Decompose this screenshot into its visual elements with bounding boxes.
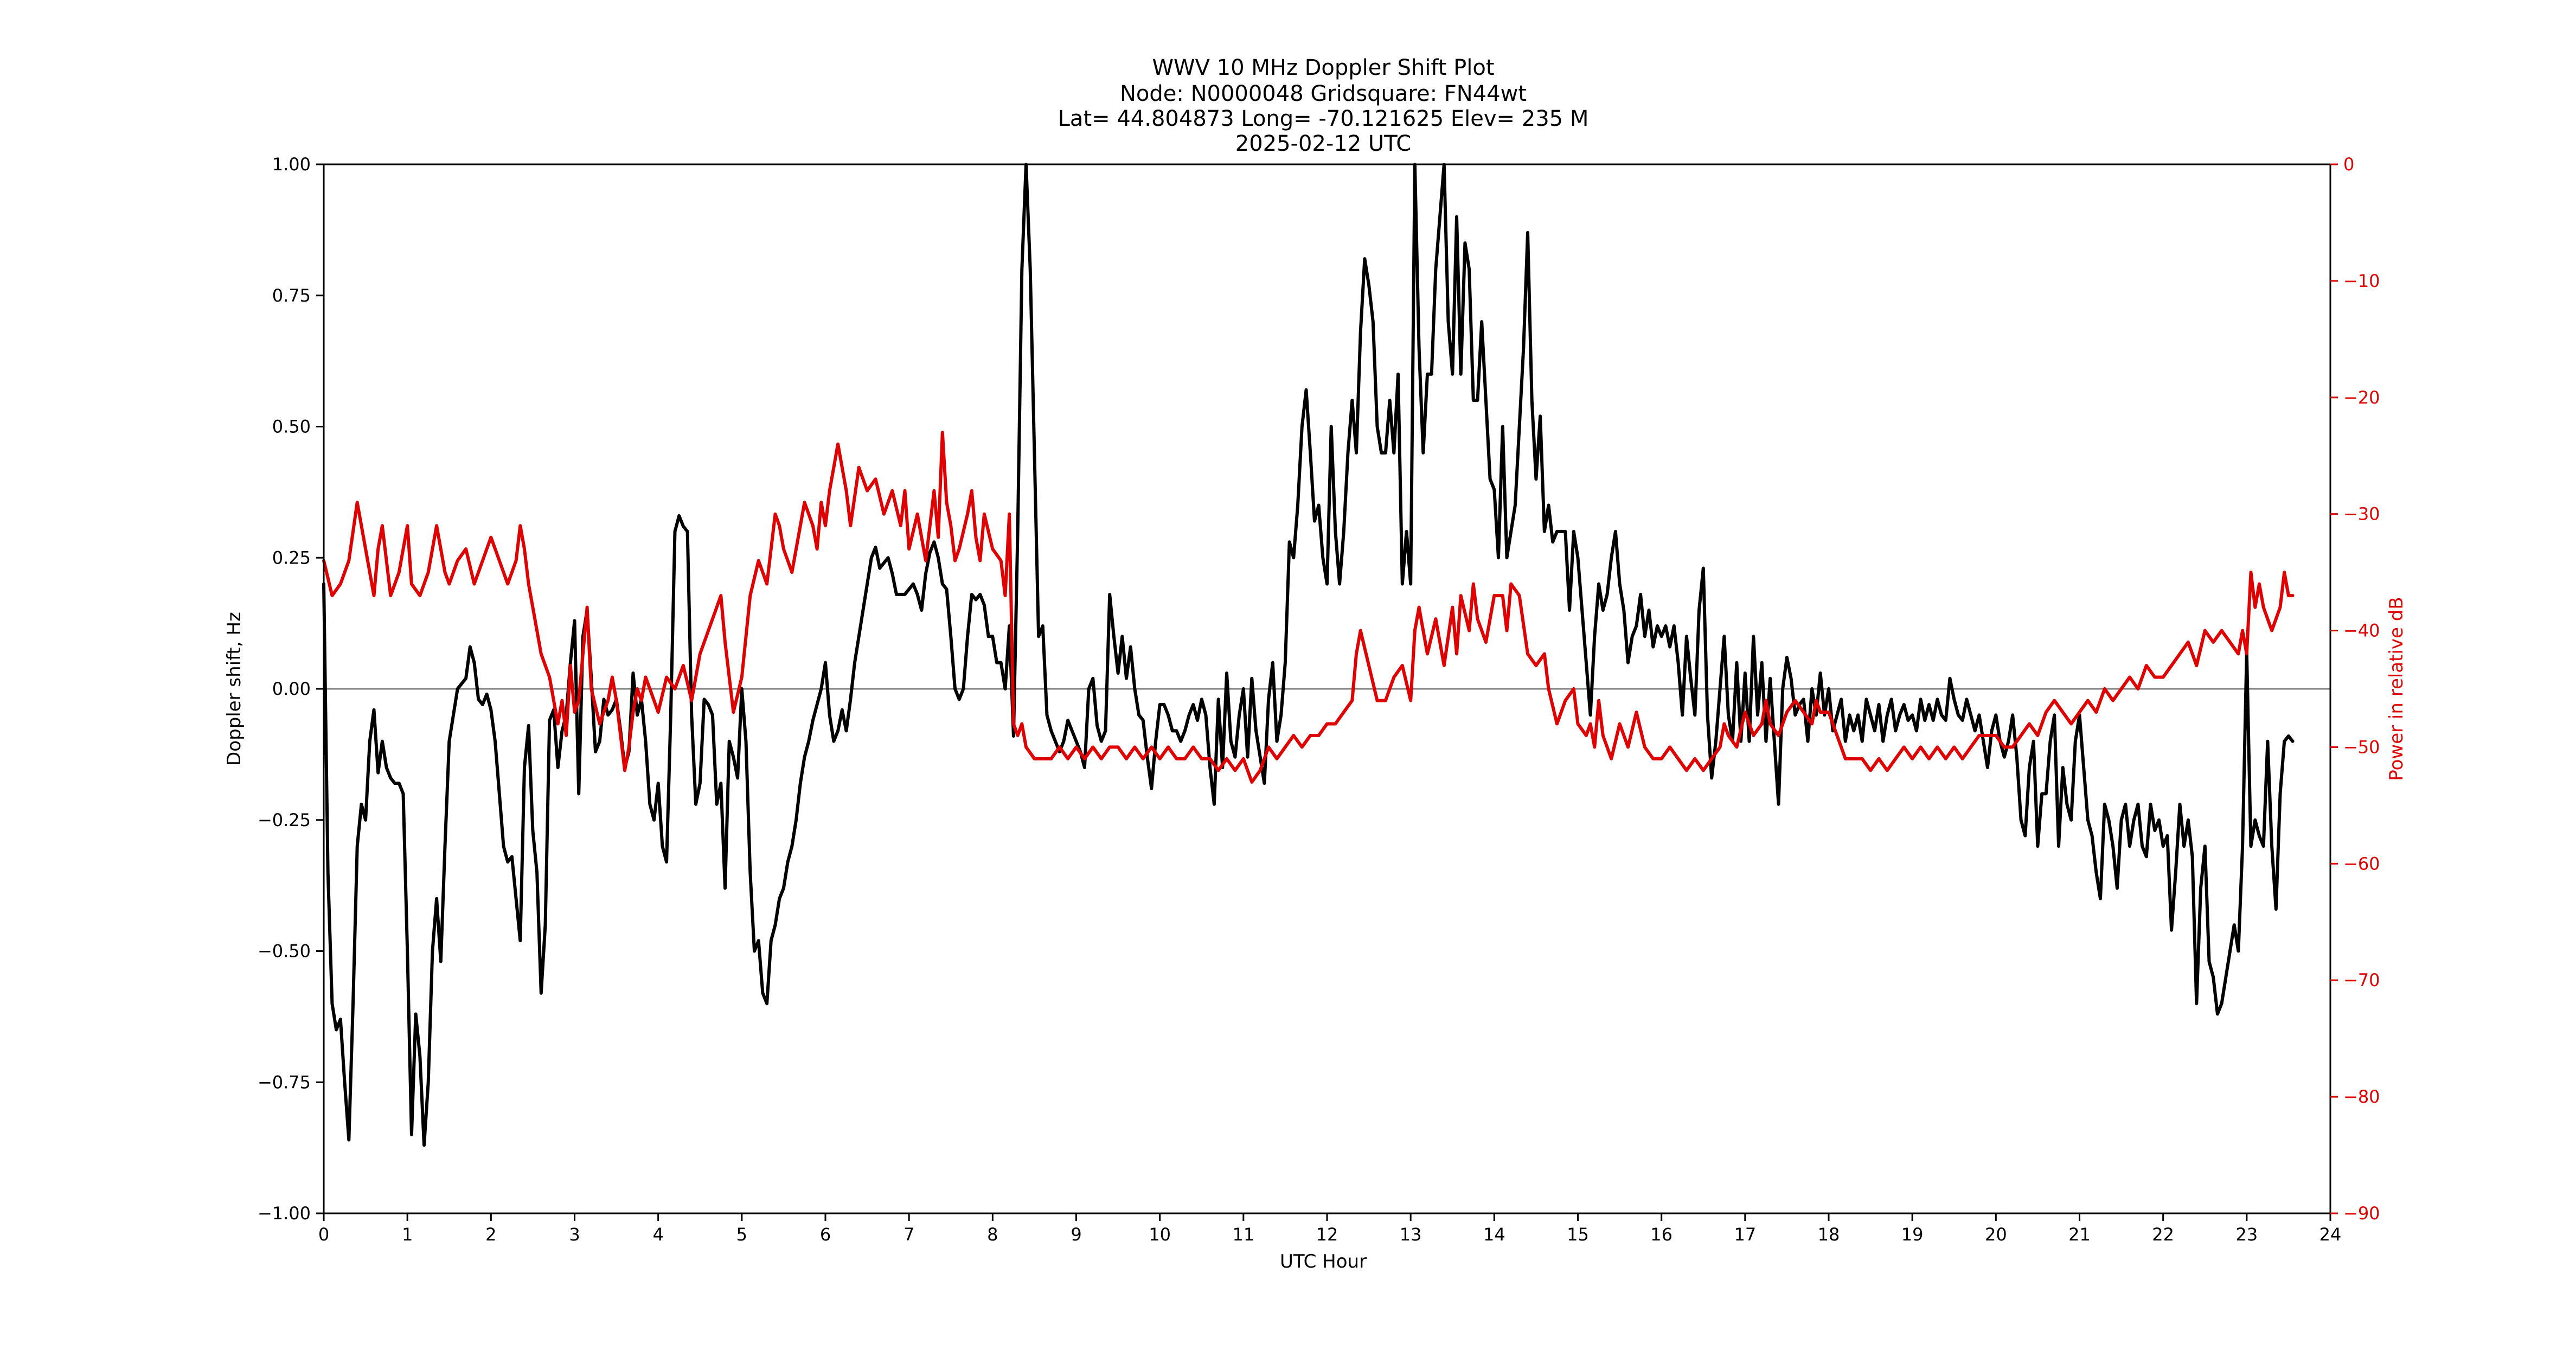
x-tick-label: 19	[1901, 1224, 1924, 1245]
right-y-tick-label: −90	[2343, 1203, 2380, 1224]
power-series-line	[322, 431, 2295, 784]
x-tick-label: 13	[1400, 1224, 1422, 1245]
x-tick-label: 23	[2235, 1224, 2258, 1245]
x-tick-label: 0	[318, 1224, 329, 1245]
left-y-tick-label: 0.00	[272, 679, 311, 699]
right-y-tick-label: −50	[2343, 737, 2380, 757]
right-y-tick-label: −60	[2343, 853, 2380, 874]
title-line-1: WWV 10 MHz Doppler Shift Plot	[1152, 55, 1494, 80]
title-line-4: 2025-02-12 UTC	[1235, 131, 1411, 156]
doppler-series-line	[322, 163, 2295, 1147]
right-y-tick-label: −10	[2343, 271, 2380, 291]
right-y-tick-label: −70	[2343, 970, 2380, 990]
x-tick-label: 4	[652, 1224, 663, 1245]
x-tick-label: 9	[1071, 1224, 1081, 1245]
left-y-tick-label: −1.00	[258, 1203, 311, 1224]
x-tick-label: 8	[987, 1224, 998, 1245]
x-tick-label: 10	[1149, 1224, 1171, 1245]
x-axis-label: UTC Hour	[1280, 1251, 1367, 1272]
right-y-axis: 0 −10 −20 −30 −40 −50 −60 −70 −80 −90	[2330, 154, 2380, 1224]
x-tick-label: 14	[1483, 1224, 1505, 1245]
x-tick-label: 17	[1734, 1224, 1756, 1245]
x-tick-label: 3	[569, 1224, 580, 1245]
right-y-tick-label: −80	[2343, 1086, 2380, 1107]
x-tick-label: 1	[402, 1224, 413, 1245]
chart-title: WWV 10 MHz Doppler Shift Plot Node: N000…	[1058, 55, 1589, 156]
x-tick-label: 22	[2152, 1224, 2174, 1245]
x-tick-label: 7	[903, 1224, 914, 1245]
right-y-tick-label: −20	[2343, 387, 2380, 408]
title-line-2: Node: N0000048 Gridsquare: FN44wt	[1120, 81, 1527, 106]
x-tick-label: 6	[820, 1224, 831, 1245]
left-y-tick-label: −0.50	[258, 941, 311, 962]
x-axis: 0 1 2 3 4 5 6 7 8 9 10 11 12 13 14 15 16 17 18 19 20 21 22 23 24	[318, 1213, 2342, 1245]
x-tick-label: 11	[1232, 1224, 1254, 1245]
x-tick-label: 16	[1650, 1224, 1673, 1245]
left-y-tick-label: −0.75	[258, 1072, 311, 1092]
left-y-axis-label: Doppler shift, Hz	[223, 612, 245, 766]
x-tick-label: 21	[2068, 1224, 2091, 1245]
right-y-tick-label: −30	[2343, 504, 2380, 525]
right-y-tick-label: −40	[2343, 621, 2380, 641]
title-line-3: Lat= 44.804873 Long= -70.121625 Elev= 23…	[1058, 106, 1589, 131]
left-y-axis: −1.00 −0.75 −0.50 −0.25 0.00 0.25 0.50 0.75 1.00	[258, 154, 324, 1224]
left-y-tick-label: 1.00	[272, 154, 311, 175]
x-tick-label: 18	[1818, 1224, 1840, 1245]
x-tick-label: 15	[1567, 1224, 1589, 1245]
series-group	[322, 163, 2295, 1147]
left-y-tick-label: −0.25	[258, 810, 311, 830]
x-tick-label: 20	[1985, 1224, 2007, 1245]
x-tick-label: 24	[2319, 1224, 2342, 1245]
left-y-tick-label: 0.50	[272, 417, 311, 437]
left-y-tick-label: 0.75	[272, 285, 311, 306]
x-tick-label: 5	[736, 1224, 747, 1245]
left-y-tick-label: 0.25	[272, 547, 311, 568]
right-y-tick-label: 0	[2343, 154, 2354, 175]
right-y-axis-label: Power in relative dB	[2386, 597, 2407, 781]
x-tick-label: 12	[1316, 1224, 1338, 1245]
x-tick-label: 2	[485, 1224, 496, 1245]
